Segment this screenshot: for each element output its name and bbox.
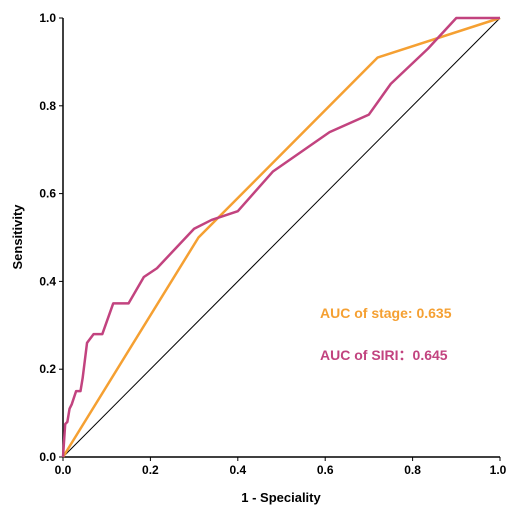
x-tick-label: 0.2 [142, 463, 159, 477]
y-tick-label: 0.0 [39, 450, 56, 464]
x-tick-label: 1.0 [490, 463, 507, 477]
annotation-auc-siri: AUC of SIRI：0.645 [320, 347, 448, 363]
x-tick-label: 0.6 [317, 463, 334, 477]
x-tick-label: 0.4 [229, 463, 246, 477]
x-ticks: 0.0 0.2 0.4 0.6 0.8 1.0 [55, 457, 507, 477]
annotation-auc-stage: AUC of stage: 0.635 [320, 305, 452, 321]
y-axis-title: Sensitivity [10, 204, 25, 270]
y-tick-label: 0.4 [39, 274, 56, 288]
x-tick-label: 0.0 [55, 463, 72, 477]
y-tick-label: 1.0 [39, 11, 56, 25]
y-ticks: 0.0 0.2 0.4 0.6 0.8 1.0 [39, 11, 63, 464]
roc-line-siri [61, 16, 500, 458]
y-tick-label: 0.2 [39, 362, 56, 376]
series-group [61, 16, 501, 458]
x-tick-label: 0.8 [404, 463, 421, 477]
y-tick-label: 0.8 [39, 99, 56, 113]
y-tick-label: 0.6 [39, 187, 56, 201]
x-axis-title: 1 - Speciality [241, 490, 321, 505]
reference-diagonal-line [62, 17, 501, 458]
axes [62, 18, 500, 458]
